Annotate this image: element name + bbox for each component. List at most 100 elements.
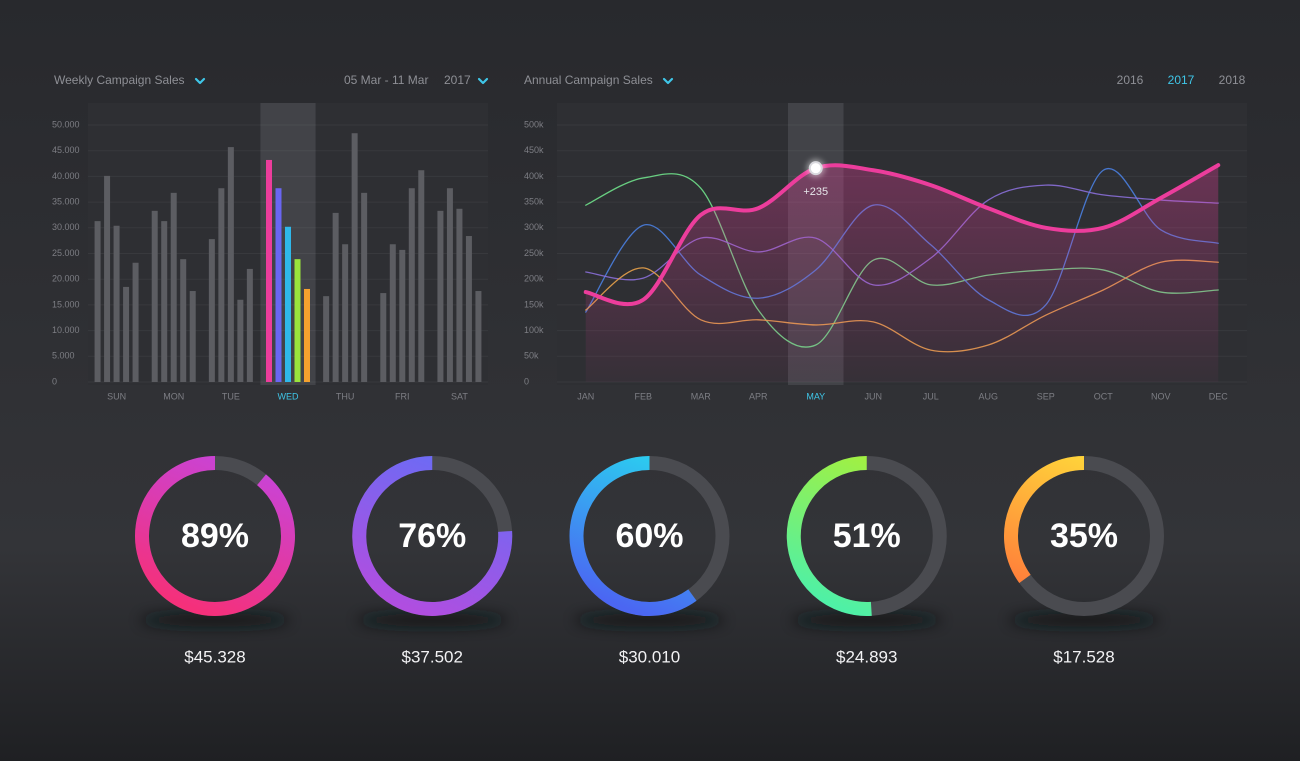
chart-title: Weekly Campaign Sales	[54, 73, 185, 87]
date-range: 05 Mar - 11 Mar	[344, 73, 428, 87]
bar	[294, 259, 301, 382]
bar	[446, 188, 453, 382]
bar	[332, 212, 339, 382]
x-tick-label: SAT	[451, 391, 468, 401]
bar	[237, 299, 244, 382]
bar	[151, 210, 158, 382]
y-tick-label: 100k	[524, 325, 544, 335]
gauge-value: 60%	[615, 517, 683, 555]
year-tab[interactable]: 2016	[1117, 73, 1144, 87]
y-tick-label: 50k	[524, 351, 539, 361]
gauge-shadow	[1009, 613, 1159, 627]
bar	[113, 225, 120, 382]
bar	[170, 192, 177, 382]
bar	[361, 192, 368, 382]
bar	[275, 188, 282, 382]
chart-title: Annual Campaign Sales	[524, 73, 653, 87]
dropdown-chevron	[662, 77, 674, 85]
bar	[475, 291, 482, 382]
bar	[132, 262, 139, 382]
bar	[94, 221, 101, 382]
bar	[418, 170, 425, 382]
bar	[246, 268, 253, 382]
gauge-value: 76%	[398, 517, 466, 555]
x-tick-label: OCT	[1094, 391, 1114, 401]
y-tick-label: 400k	[524, 171, 544, 181]
y-tick-label: 200k	[524, 274, 544, 284]
gauge-caption: $30.010	[619, 647, 680, 666]
dropdown-chevron	[477, 77, 489, 85]
bar	[227, 147, 234, 382]
bar	[123, 286, 130, 382]
bar	[304, 288, 310, 382]
area	[585, 165, 1219, 382]
y-tick-label: 5.000	[52, 351, 75, 361]
gauge-arc	[135, 456, 295, 616]
line	[583, 163, 1221, 307]
bar	[380, 293, 387, 382]
x-tick-label: THU	[336, 391, 355, 401]
bar	[104, 175, 111, 382]
y-tick-label: 35.000	[52, 196, 80, 206]
gauge-value: 89%	[181, 517, 249, 555]
x-tick-label: TUE	[222, 391, 240, 401]
bar	[389, 244, 396, 382]
bar	[161, 221, 168, 382]
x-tick-label: AUG	[978, 391, 998, 401]
y-tick-label: 150k	[524, 299, 544, 309]
y-tick-label: 15.000	[52, 299, 80, 309]
year-tab[interactable]: 2017	[1168, 73, 1195, 87]
bar	[351, 133, 358, 382]
year-select[interactable]: 2017	[444, 73, 471, 87]
x-tick-label: SEP	[1037, 391, 1055, 401]
bar	[456, 208, 463, 382]
x-tick-label: APR	[749, 391, 768, 401]
point	[808, 161, 823, 176]
y-tick-label: 30.000	[52, 222, 80, 232]
annotation: +235	[803, 186, 828, 198]
y-tick-label: 50.000	[52, 119, 80, 129]
gauge-arc	[569, 456, 697, 616]
y-tick-label: 45.000	[52, 145, 80, 155]
dropdown-chevron	[194, 77, 206, 85]
bar	[285, 226, 291, 382]
y-tick-label: 500k	[524, 119, 544, 129]
y-tick-label: 20.000	[52, 274, 80, 284]
x-tick-label: FEB	[634, 391, 652, 401]
bar	[437, 210, 444, 382]
bar	[189, 291, 196, 382]
bar	[342, 244, 349, 382]
gauge-value: 51%	[833, 517, 901, 555]
gauge-arc	[786, 456, 872, 616]
x-tick-label: JAN	[577, 391, 594, 401]
gauge-caption: $24.893	[836, 647, 897, 666]
year-tab[interactable]: 2018	[1219, 73, 1246, 87]
x-tick-label: DEC	[1209, 391, 1229, 401]
bar	[408, 188, 415, 382]
y-tick-label: 300k	[524, 222, 544, 232]
bar	[323, 296, 330, 382]
y-tick-label: 0	[524, 376, 529, 386]
gauge-arc	[352, 456, 513, 616]
y-tick-label: 0	[52, 376, 57, 386]
gauge-value: 35%	[1050, 517, 1118, 555]
bar	[208, 239, 215, 382]
y-tick-label: 40.000	[52, 171, 80, 181]
bar	[180, 259, 187, 382]
gauge-shadow	[791, 613, 942, 627]
x-tick-label: NOV	[1151, 391, 1171, 401]
x-tick-label: JUL	[923, 391, 939, 401]
bar	[465, 236, 472, 382]
x-tick-label: FRI	[395, 391, 410, 401]
gauge-shadow	[140, 613, 290, 627]
gauge-shadow	[574, 613, 725, 627]
y-tick-label: 10.000	[52, 325, 80, 335]
gauge-caption: $17.528	[1053, 647, 1114, 666]
y-tick-label: 25.000	[52, 248, 80, 258]
x-tick-label: WED	[278, 391, 299, 401]
y-tick-label: 250k	[524, 248, 544, 258]
bar	[218, 188, 225, 382]
gauge-arc	[1004, 456, 1085, 584]
gauge-shadow	[357, 613, 508, 627]
